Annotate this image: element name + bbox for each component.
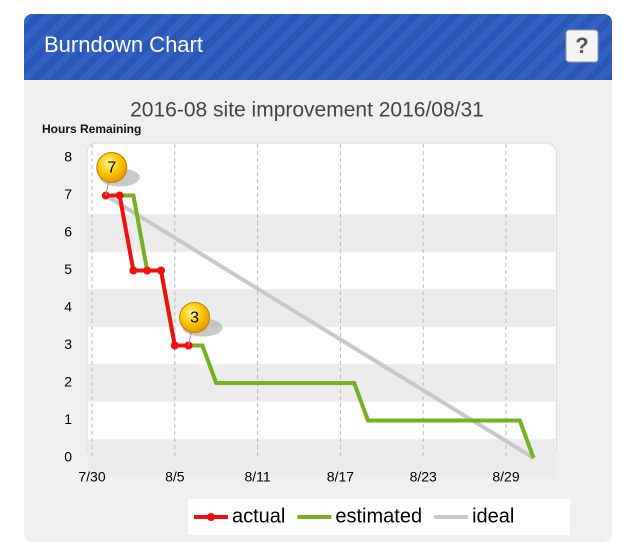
x-tick-label: 8/23 xyxy=(410,469,437,485)
data-point xyxy=(170,341,179,350)
help-icon[interactable]: ? xyxy=(575,33,588,58)
legend-label: ideal xyxy=(472,505,514,527)
y-tick-label: 7 xyxy=(64,186,72,202)
series-line xyxy=(104,193,535,460)
legend-label: estimated xyxy=(335,505,422,527)
legend-swatch-marker xyxy=(207,513,215,521)
y-tick-label: 3 xyxy=(64,336,72,352)
grid-band xyxy=(88,439,556,477)
legend-box xyxy=(188,499,570,535)
series-line xyxy=(105,193,536,459)
y-tick-label: 4 xyxy=(64,299,72,315)
x-tick-label: 8/17 xyxy=(327,469,354,485)
data-point xyxy=(143,266,152,275)
chart-title: 2016-08 site improvement 2016/08/31 xyxy=(130,99,484,122)
data-point xyxy=(115,191,124,200)
x-tick-label: 8/29 xyxy=(492,469,519,485)
y-tick-label: 5 xyxy=(64,261,72,277)
data-point xyxy=(157,266,165,275)
grid-band xyxy=(88,289,556,327)
y-tick-label: 0 xyxy=(64,449,72,465)
annotation-label: 7 xyxy=(107,160,116,177)
y-tick-label: 2 xyxy=(64,374,72,390)
annotation-marker xyxy=(96,152,128,183)
annotation-marker xyxy=(179,302,211,333)
header-bar xyxy=(24,14,612,80)
y-axis-label: Hours Remaining xyxy=(42,122,141,136)
y-tick-label: 1 xyxy=(64,411,72,427)
grid-band xyxy=(88,214,556,252)
legend-label: actual xyxy=(232,505,285,527)
annotation-label: 3 xyxy=(190,310,199,327)
y-tick-label: 8 xyxy=(64,149,72,165)
data-point xyxy=(129,266,138,275)
x-tick-label: 8/5 xyxy=(165,469,185,485)
x-tick-label: 7/30 xyxy=(78,469,105,485)
y-tick-label: 6 xyxy=(64,224,72,240)
header-title: Burndown Chart xyxy=(44,32,203,57)
help-button[interactable] xyxy=(565,29,599,63)
x-tick-label: 8/11 xyxy=(244,469,270,485)
